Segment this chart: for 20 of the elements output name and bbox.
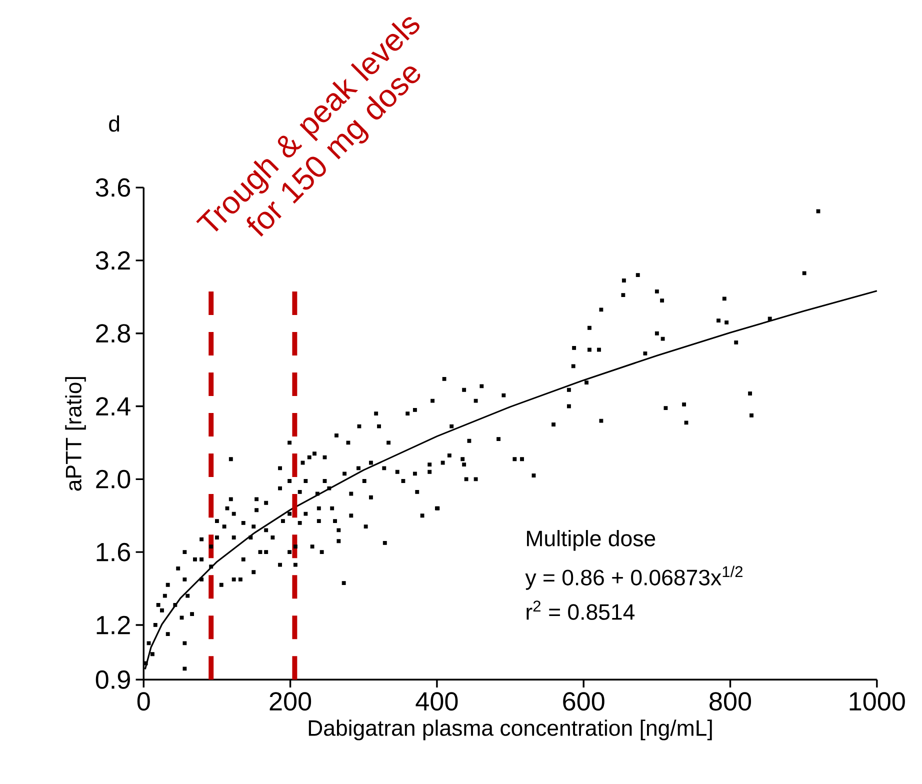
y-tick-label: 3.6 xyxy=(96,178,130,198)
annotation: y = 0.86 + 0.06873x$^{1/2}$ xyxy=(525,566,742,590)
annotation: r$^{2}$ = 0.8514 xyxy=(526,600,635,620)
x-tick-label: 0 xyxy=(137,692,150,711)
x-tick-label: 800 xyxy=(710,692,752,711)
y-tick-label: 1.6 xyxy=(96,543,130,562)
x-axis-title: Dabigatran plasma concentration [ng/mL] xyxy=(308,720,712,741)
x-tick-label: 1000 xyxy=(850,692,905,711)
y-tick-label: 0.9 xyxy=(96,670,130,690)
y-tick-label: 3.2 xyxy=(96,251,130,270)
y-tick-label: 2.0 xyxy=(96,470,130,489)
y-tick-label: 1.2 xyxy=(96,616,130,634)
y-tick-label: 2.4 xyxy=(96,397,130,416)
x-tick-label: 600 xyxy=(563,692,604,711)
y-tick-label: 2.8 xyxy=(96,324,130,343)
x-tick-label: 400 xyxy=(416,692,458,711)
y-axis-title: aPTT [ratio] xyxy=(65,377,86,491)
x-tick-label: 200 xyxy=(270,692,312,711)
annotation: Multiple dose xyxy=(527,530,656,551)
text: d xyxy=(109,116,120,132)
